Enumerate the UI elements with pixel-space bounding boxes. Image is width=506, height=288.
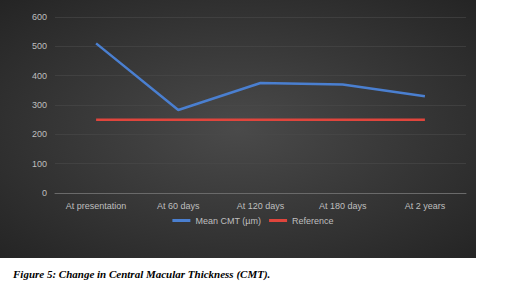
svg-text:Reference: Reference <box>292 216 334 226</box>
svg-text:At 120 days: At 120 days <box>237 201 285 211</box>
svg-text:At 60 days: At 60 days <box>157 201 200 211</box>
svg-text:Figure 5:: Figure 5: <box>12 268 56 280</box>
svg-text:At presentation: At presentation <box>66 201 127 211</box>
svg-text:600: 600 <box>32 12 47 22</box>
svg-text:Mean CMT (µm): Mean CMT (µm) <box>195 216 261 226</box>
svg-text:At 2 years: At 2 years <box>405 201 446 211</box>
svg-text:300: 300 <box>32 100 47 110</box>
svg-text:100: 100 <box>32 159 47 169</box>
svg-text:500: 500 <box>32 41 47 51</box>
svg-text:400: 400 <box>32 71 47 81</box>
svg-text:At 180 days: At 180 days <box>319 201 367 211</box>
svg-text:200: 200 <box>32 129 47 139</box>
svg-text:0: 0 <box>42 188 47 198</box>
svg-text:Change in Central Macular Thic: Change in Central Macular Thickness (CMT… <box>56 268 270 281</box>
